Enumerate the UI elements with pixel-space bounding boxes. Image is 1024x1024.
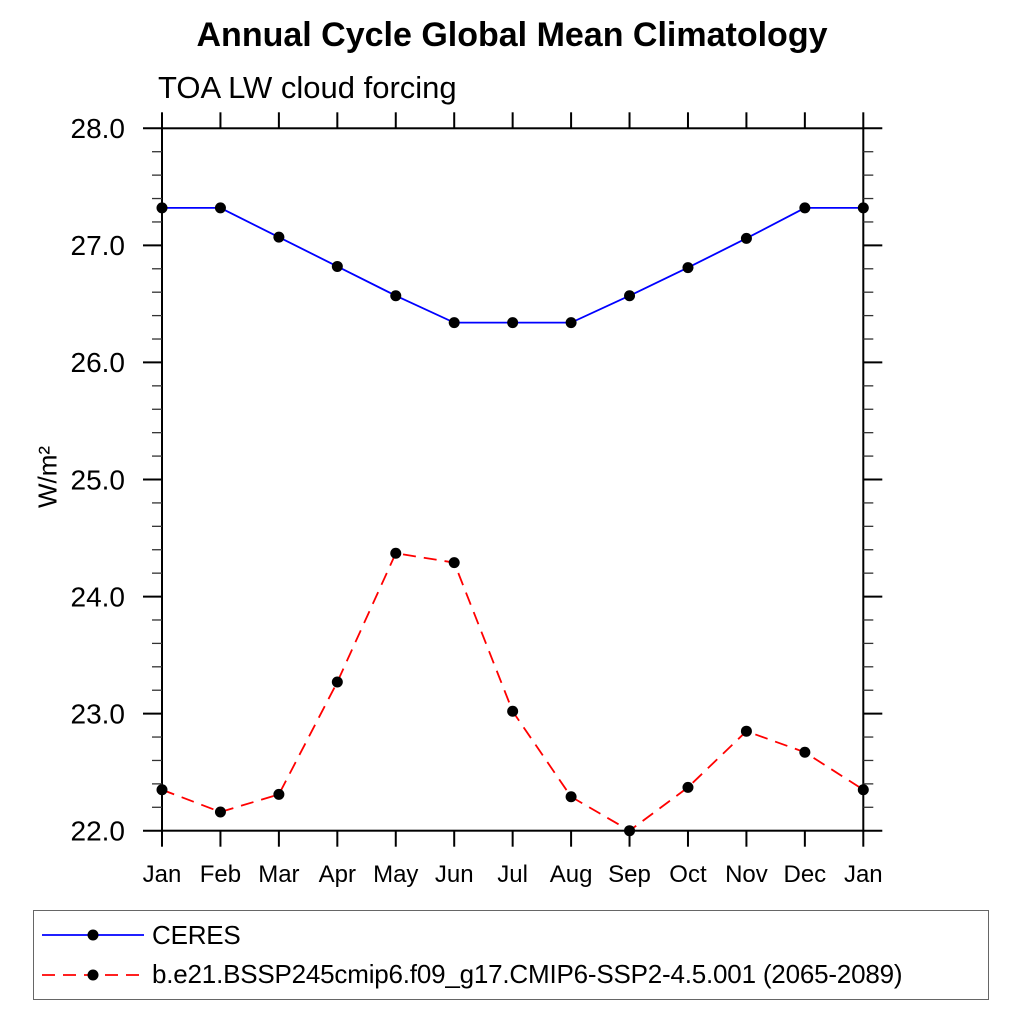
data-point bbox=[273, 788, 285, 800]
data-point bbox=[565, 791, 577, 803]
data-point bbox=[507, 317, 519, 329]
data-point bbox=[214, 806, 226, 818]
plot-frame bbox=[161, 127, 865, 832]
data-point bbox=[799, 746, 811, 758]
data-point bbox=[624, 290, 636, 302]
x-tick-label: Jul bbox=[497, 861, 528, 888]
legend-label-model: b.e21.BSSP245cmip6.f09_g17.CMIP6-SSP2-4.… bbox=[152, 959, 903, 990]
data-point bbox=[331, 260, 343, 272]
data-point bbox=[857, 784, 869, 796]
data-point bbox=[448, 317, 460, 329]
data-point bbox=[273, 231, 285, 243]
y-tick-label: 25.0 bbox=[71, 464, 126, 495]
data-point bbox=[507, 705, 519, 717]
x-tick-label: Oct bbox=[669, 861, 707, 888]
data-point bbox=[857, 202, 869, 214]
y-tick-label: 23.0 bbox=[71, 698, 126, 729]
x-tick-label: Dec bbox=[784, 861, 827, 888]
y-tick-label: 26.0 bbox=[71, 347, 126, 378]
data-point bbox=[565, 317, 577, 329]
legend-item-model: b.e21.BSSP245cmip6.f09_g17.CMIP6-SSP2-4.… bbox=[34, 959, 988, 990]
chart-subtitle: TOA LW cloud forcing bbox=[158, 70, 457, 105]
y-tick-label: 27.0 bbox=[71, 230, 126, 261]
data-point bbox=[799, 202, 811, 214]
data-point bbox=[448, 557, 460, 569]
x-tick-label: Jan bbox=[844, 861, 883, 888]
data-point bbox=[624, 825, 636, 837]
legend-label-ceres: CERES bbox=[152, 919, 241, 950]
x-tick-label: May bbox=[373, 861, 418, 888]
chart-title: Annual Cycle Global Mean Climatology bbox=[196, 16, 828, 54]
x-tick-label: Nov bbox=[725, 861, 768, 888]
legend-sample-marker bbox=[87, 969, 99, 981]
y-tick-label: 22.0 bbox=[71, 816, 126, 847]
x-tick-label: Mar bbox=[258, 861, 299, 888]
x-tick-label: Jan bbox=[143, 861, 182, 888]
data-point bbox=[156, 784, 168, 796]
data-point bbox=[682, 781, 694, 793]
x-tick-label: Apr bbox=[319, 861, 356, 888]
data-point bbox=[331, 676, 343, 688]
data-point bbox=[156, 202, 168, 214]
legend: CERES b.e21.BSSP245cmip6.f09_g17.CMIP6-S… bbox=[33, 910, 989, 1000]
data-point bbox=[214, 202, 226, 214]
legend-line-sample-model bbox=[42, 969, 144, 981]
legend-sample-marker bbox=[87, 929, 99, 941]
data-point bbox=[740, 725, 752, 737]
series-line-1 bbox=[161, 552, 864, 832]
data-point bbox=[390, 290, 402, 302]
legend-line-sample-ceres bbox=[42, 929, 144, 941]
series-line-0 bbox=[162, 207, 864, 324]
data-point bbox=[682, 262, 694, 274]
x-tick-label: Sep bbox=[608, 861, 651, 888]
x-tick-label: Feb bbox=[200, 861, 241, 888]
data-point bbox=[740, 232, 752, 244]
legend-item-ceres: CERES bbox=[34, 920, 988, 951]
y-tick-label: 24.0 bbox=[71, 581, 126, 612]
x-tick-label: Aug bbox=[550, 861, 593, 888]
x-tick-label: Jun bbox=[435, 861, 474, 888]
data-point bbox=[390, 547, 402, 559]
y-tick-label: 28.0 bbox=[71, 113, 126, 144]
